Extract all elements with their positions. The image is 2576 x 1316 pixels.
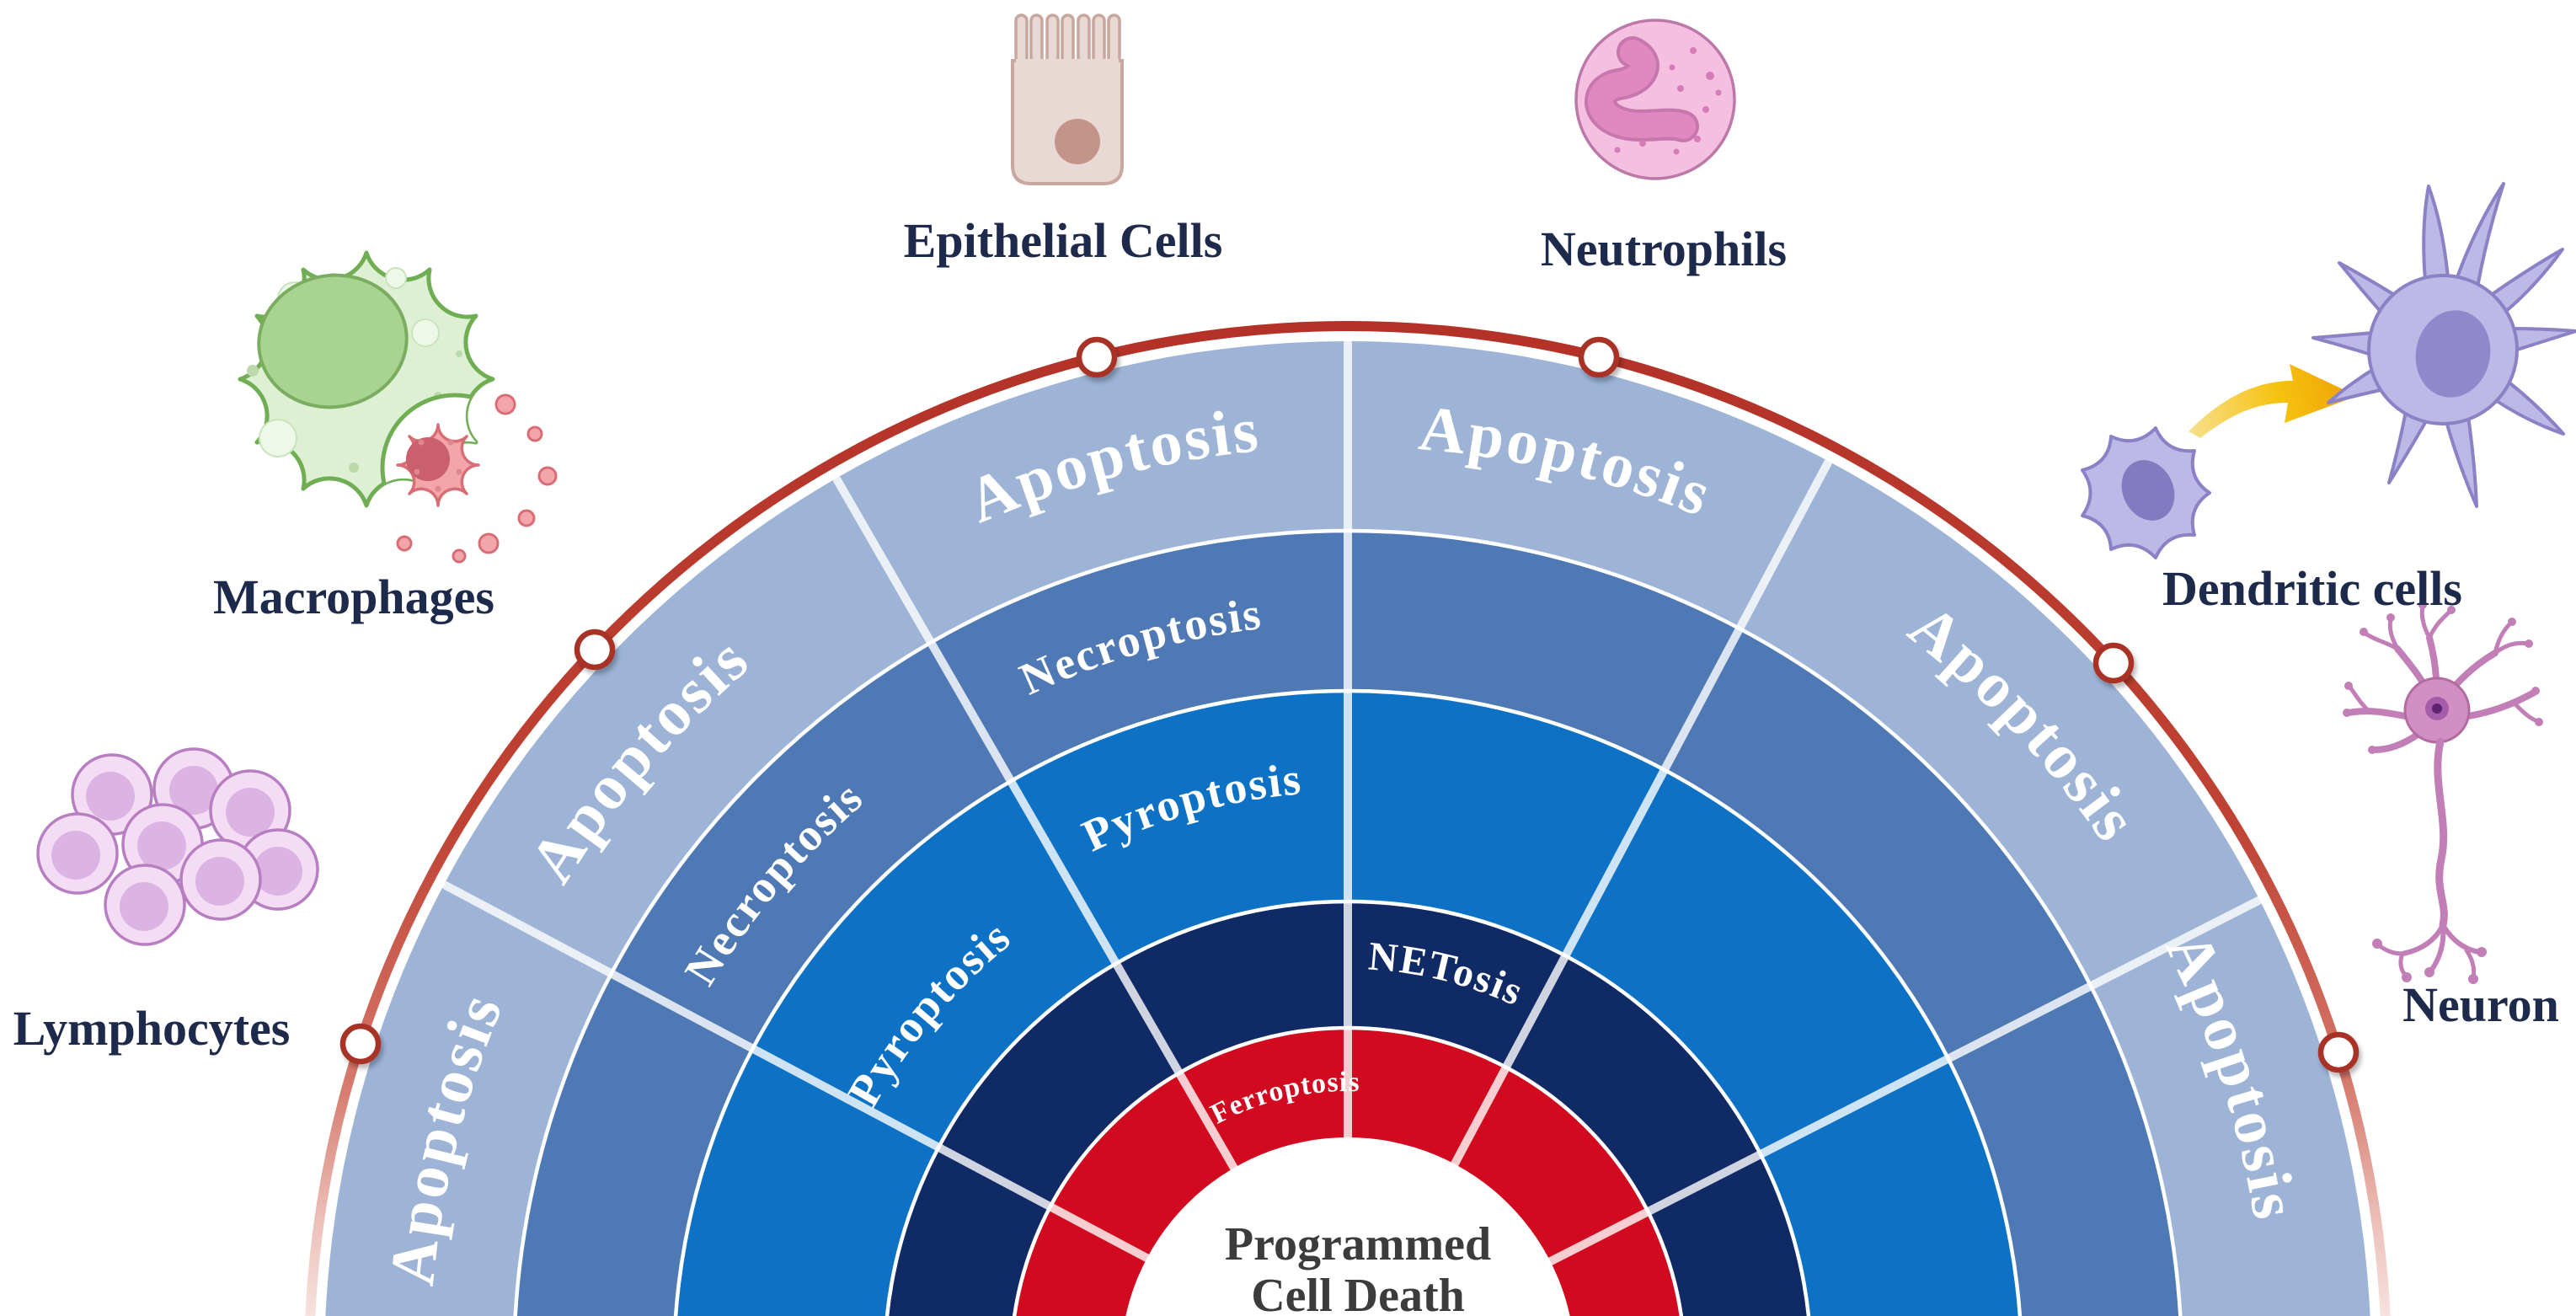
- neuron-icon: [2343, 601, 2543, 984]
- mature-dendritic-cell: [2311, 182, 2576, 508]
- dendrite-arm: [2455, 182, 2505, 289]
- lymphocyte-cell: [71, 753, 153, 836]
- epithelial-nucleus: [1055, 119, 1100, 164]
- dendrite: [2512, 701, 2540, 724]
- connector-node-epithelial: [1076, 336, 1118, 378]
- speckles: [414, 439, 462, 492]
- maturation-arrow-icon: [2189, 364, 2357, 438]
- dendrite: [2465, 689, 2537, 720]
- dendrite-arm: [2387, 409, 2429, 484]
- macrophage-nucleus: [257, 273, 409, 409]
- center-title-line2: Cell Death: [1251, 1270, 1465, 1316]
- nucleolus: [2432, 703, 2442, 714]
- center-title-line1: Programmed: [1225, 1218, 1491, 1271]
- multilobed-nucleus: [1588, 40, 1696, 139]
- cell-label-lymphocytes: Lymphocytes: [13, 1001, 291, 1056]
- dendrite-tips: [2343, 601, 2543, 754]
- sector-divider: [833, 476, 1240, 1175]
- axon-terminal: [2398, 951, 2408, 978]
- axon: [2434, 737, 2448, 929]
- dendrite-arm: [2327, 367, 2386, 404]
- macrophage-icon: [238, 250, 558, 564]
- axon-terminal: [2400, 923, 2445, 956]
- dendrite-arm: [2445, 415, 2478, 508]
- vacuole: [259, 419, 297, 457]
- connector-node-dendritic: [2092, 642, 2135, 684]
- dendrite: [2427, 609, 2452, 640]
- center-title: Programmed Cell Death: [1225, 1218, 1491, 1316]
- dendrite-arm: [2422, 185, 2450, 282]
- center-hole: [1125, 1137, 1570, 1316]
- neutrophil-icon: [1574, 19, 1736, 180]
- connector-nodes: [339, 336, 2360, 1073]
- sector-divider: [441, 881, 1154, 1264]
- sector-divider: [1543, 896, 2263, 1267]
- dendrite-arm: [2338, 261, 2397, 314]
- nucleus: [2121, 460, 2175, 521]
- cell-label-dendritic-cells: Dendritic cells: [2162, 561, 2462, 616]
- dendrite-arm: [2488, 248, 2564, 314]
- axon-terminal: [2376, 943, 2405, 956]
- immature-dendritic-cell: [2081, 426, 2211, 559]
- dendrite: [2493, 640, 2530, 655]
- lymphocyte-cell: [36, 812, 119, 895]
- cell-label-neutrophils: Neutrophils: [1541, 222, 1787, 276]
- cell-label-neuron: Neuron: [2402, 977, 2559, 1032]
- dendrite: [2363, 631, 2400, 651]
- cell-label-macrophages: Macrophages: [213, 570, 494, 624]
- connector-node-neuron: [2317, 1031, 2360, 1073]
- dendrite-arm: [2509, 327, 2576, 352]
- lymphocytes-icon: [36, 747, 319, 946]
- dendrite: [2345, 708, 2408, 720]
- terminal-knobs: [2372, 939, 2487, 984]
- axon-terminal: [2464, 948, 2477, 980]
- dendrite-arm: [2493, 379, 2565, 436]
- axon-terminal: [2440, 923, 2482, 955]
- sector-dividers: [441, 339, 2263, 1267]
- seam: [1016, 59, 1119, 69]
- vacuole: [411, 318, 440, 347]
- nucleus: [2415, 310, 2491, 398]
- dendritic-cells-icon: [2081, 182, 2576, 559]
- engulfed-cell: [396, 393, 558, 564]
- epithelial-cell-icon: [1011, 13, 1124, 185]
- connector-node-neutrophils: [1578, 336, 1620, 378]
- vacuole: [385, 267, 407, 289]
- dendrite: [2493, 621, 2513, 655]
- connector-node-macrophages: [574, 629, 616, 671]
- cell-label-epithelial-cells: Epithelial Cells: [904, 213, 1223, 268]
- cell-debris: [396, 393, 558, 564]
- cell-type-labels: Lymphocytes Macrophages Epithelial Cells…: [13, 213, 2559, 1056]
- granules: [1614, 47, 1722, 155]
- lymphocyte-cell: [104, 864, 186, 946]
- connector-node-lymphocytes: [339, 1023, 382, 1065]
- dendrite: [2348, 685, 2370, 712]
- dendrite: [2370, 731, 2421, 753]
- lymphocyte-cell: [179, 838, 262, 921]
- apoptotic-cell-nucleus: [406, 437, 450, 481]
- outer-arc: [305, 321, 2391, 1316]
- sector-divider: [1449, 458, 1832, 1171]
- dendrite-arm: [2311, 331, 2375, 356]
